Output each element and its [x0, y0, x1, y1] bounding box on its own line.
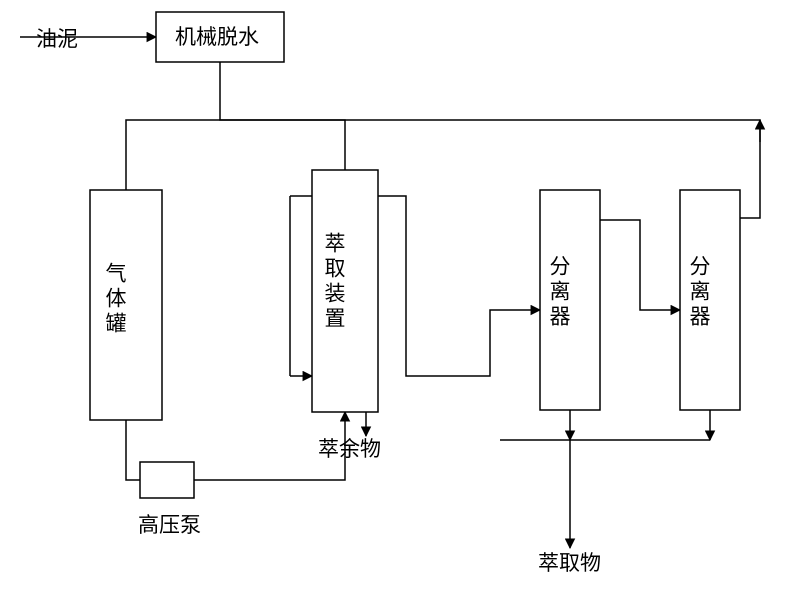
label-gas-tank: 气体罐 — [103, 262, 127, 337]
process-flowchart: 油泥 机械脱水 气体罐 高压泵 萃取装置 萃余物 分离器 分离器 萃取物 — [0, 0, 800, 616]
edge-extractor-sep1 — [378, 196, 540, 376]
edge-gastank-trunk — [126, 120, 220, 190]
label-dewater: 机械脱水 — [175, 25, 259, 49]
label-sep2: 分离器 — [687, 255, 711, 330]
label-pump: 高压泵 — [138, 513, 201, 537]
edge-dewater-trunk — [220, 62, 345, 170]
label-extractor: 萃取装置 — [322, 232, 346, 332]
nodes — [90, 12, 740, 498]
label-raffinate: 萃余物 — [318, 437, 381, 461]
label-input: 油泥 — [36, 27, 78, 51]
edge-recycle — [220, 120, 760, 218]
node-pump — [140, 462, 194, 498]
label-sep1: 分离器 — [547, 255, 571, 330]
label-extract: 萃取物 — [538, 551, 601, 575]
edge-sep1-sep2 — [600, 220, 680, 310]
edge-gastank-pump — [126, 420, 140, 480]
